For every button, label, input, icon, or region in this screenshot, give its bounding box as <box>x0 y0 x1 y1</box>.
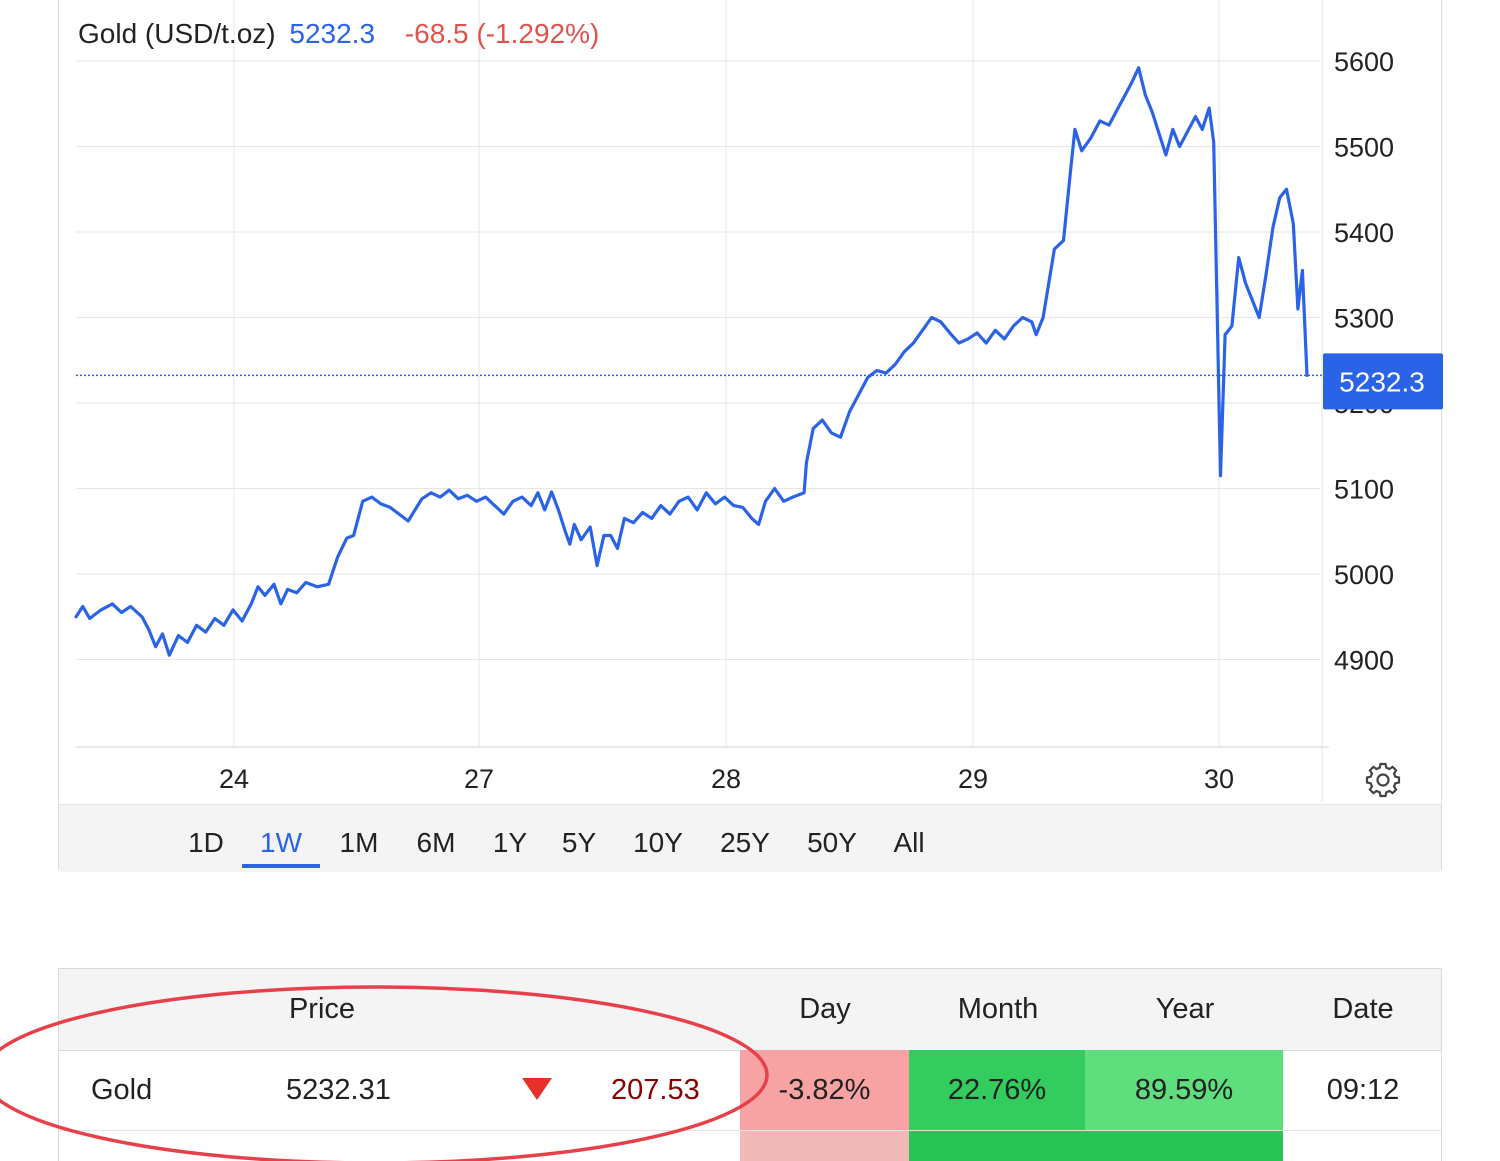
table-header: Price Day Month Year Date <box>59 969 1441 1051</box>
range-all[interactable]: All <box>893 827 925 858</box>
last-price-tag <box>1323 353 1443 410</box>
last-price: 5232.3 <box>289 18 376 49</box>
header-year: Year <box>1155 993 1215 1025</box>
y-tick-label: 5300 <box>1334 304 1394 334</box>
last-price-tag-label: 5232.3 <box>1339 366 1425 397</box>
day-cell-bg-partial <box>740 1131 909 1161</box>
x-tick-label: 29 <box>958 764 988 794</box>
price-change: -68.5 (-1.292%) <box>404 18 600 49</box>
chart-grid <box>76 0 1329 802</box>
gear-icon <box>1365 762 1401 798</box>
x-tick-label: 28 <box>711 764 741 794</box>
price-line <box>74 66 1309 657</box>
row-name[interactable]: Gold <box>91 1074 153 1106</box>
row-day-change: -3.82% <box>778 1074 871 1106</box>
month-cell-bg <box>909 1050 1085 1130</box>
range-6m[interactable]: 6M <box>416 827 456 858</box>
y-tick-label: 5400 <box>1334 218 1394 248</box>
range-1d[interactable]: 1D <box>188 827 224 858</box>
x-tick-label: 27 <box>464 764 494 794</box>
y-tick-label: 5100 <box>1334 475 1394 505</box>
x-tick-label: 30 <box>1204 764 1234 794</box>
y-tick-label: 5500 <box>1334 133 1394 163</box>
settings-gear-icon[interactable] <box>1365 762 1401 798</box>
year-cell-bg <box>1085 1050 1283 1130</box>
header-date: Date <box>1332 993 1394 1025</box>
range-50y[interactable]: 50Y <box>807 827 857 858</box>
price-chart: 49005000510052005300540055005600 2427282… <box>74 0 1443 802</box>
y-tick-label: 4900 <box>1334 646 1394 676</box>
range-5y[interactable]: 5Y <box>561 827 597 858</box>
header-price: Price <box>288 993 356 1025</box>
year-cell-bg-partial <box>1085 1131 1283 1161</box>
row-date: 09:12 <box>1326 1074 1400 1106</box>
range-25y[interactable]: 25Y <box>720 827 770 858</box>
table-row[interactable]: Gold 5232.31 207.53 -3.82% 22.76% 89.59%… <box>59 1050 1441 1131</box>
month-cell-bg-partial <box>909 1131 1085 1161</box>
range-1y[interactable]: 1Y <box>492 827 528 858</box>
chart-header: Gold (USD/t.oz) 5232.3 -68.5 (-1.292%) <box>78 18 599 50</box>
range-1m[interactable]: 1M <box>339 827 379 858</box>
row-year-change: 89.59% <box>1134 1074 1234 1106</box>
range-10y[interactable]: 10Y <box>633 827 683 858</box>
header-day: Day <box>799 993 851 1025</box>
table-row-partial[interactable] <box>59 1131 1441 1161</box>
row-month-change: 22.76% <box>947 1074 1047 1106</box>
x-axis: 24 27 28 29 30 <box>219 764 1234 794</box>
row-change: 207.53 <box>611 1074 700 1106</box>
y-tick-label: 5600 <box>1334 47 1394 77</box>
active-range-indicator <box>242 864 320 868</box>
instrument-name: Gold (USD/t.oz) <box>78 18 276 49</box>
header-month: Month <box>957 993 1039 1025</box>
x-tick-label: 24 <box>219 764 249 794</box>
commodity-table: Price Day Month Year Date Gold 5232.31 2… <box>58 968 1442 1161</box>
row-price: 5232.31 <box>286 1074 391 1106</box>
range-1w[interactable]: 1W <box>260 827 302 858</box>
y-tick-label: 5000 <box>1334 560 1394 590</box>
chart-panel: 49005000510052005300540055005600 2427282… <box>58 0 1443 872</box>
range-selector: 1D 1W 1M 6M 1Y 5Y 10Y 25Y 50Y All <box>59 804 1441 872</box>
